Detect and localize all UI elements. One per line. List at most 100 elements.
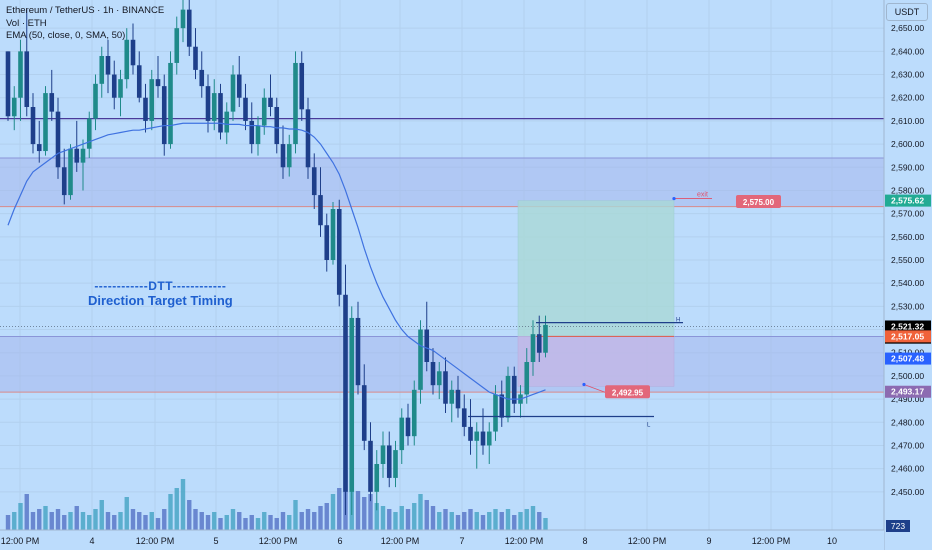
candle-body[interactable] — [255, 125, 261, 145]
candle-body[interactable] — [399, 417, 405, 451]
candle-body[interactable] — [243, 97, 248, 121]
candle-body[interactable] — [349, 317, 355, 492]
candle-body[interactable] — [324, 225, 330, 260]
candle-body[interactable] — [80, 148, 86, 163]
candle-body[interactable] — [143, 97, 148, 121]
candle-body[interactable] — [43, 93, 48, 152]
supply-demand-zone[interactable] — [0, 336, 884, 393]
candle-body[interactable] — [18, 51, 23, 98]
exit-price-badge[interactable] — [736, 195, 781, 209]
candle-body[interactable] — [405, 417, 411, 437]
candle-body[interactable] — [124, 39, 130, 80]
candle-body[interactable] — [99, 56, 105, 84]
candle-body[interactable] — [149, 79, 155, 121]
candle-body[interactable] — [61, 167, 67, 196]
candle-body[interactable] — [261, 97, 267, 126]
candle-body[interactable] — [186, 9, 192, 47]
candle-body[interactable] — [486, 431, 492, 446]
candle-body[interactable] — [543, 324, 548, 353]
stop-price-badge[interactable] — [605, 385, 650, 399]
candle-body[interactable] — [530, 334, 536, 362]
candle-body[interactable] — [343, 294, 348, 492]
candle-body[interactable] — [249, 120, 255, 145]
candle-body[interactable] — [205, 86, 211, 121]
candle-body[interactable] — [130, 39, 136, 66]
candle-body[interactable] — [268, 97, 273, 107]
candle-body[interactable] — [505, 375, 511, 418]
price-axis[interactable] — [884, 0, 932, 550]
candle-body[interactable] — [436, 371, 442, 386]
candle-body[interactable] — [93, 83, 98, 119]
volume-indicator-label[interactable]: Vol · ETH — [6, 17, 47, 29]
candle-body[interactable] — [443, 371, 448, 404]
candle-body[interactable] — [136, 65, 142, 98]
candle-body[interactable] — [193, 46, 198, 70]
candle-body[interactable] — [211, 93, 217, 121]
candle-body[interactable] — [311, 167, 317, 196]
candle-body[interactable] — [355, 317, 361, 386]
symbol-title[interactable]: Ethereum / TetherUS · 1h · BINANCE — [6, 5, 165, 16]
position-target-area[interactable] — [517, 200, 675, 337]
candle-body[interactable] — [155, 79, 161, 87]
candle-body[interactable] — [286, 144, 292, 168]
candle-body[interactable] — [430, 362, 436, 386]
candle-body[interactable] — [511, 375, 517, 404]
candle-body[interactable] — [236, 74, 242, 98]
candle-body[interactable] — [336, 209, 342, 295]
candle-body[interactable] — [424, 329, 430, 362]
candle-body[interactable] — [55, 111, 61, 168]
candle-body[interactable] — [74, 148, 80, 163]
candle-body[interactable] — [493, 394, 498, 432]
candle-body[interactable] — [218, 93, 223, 133]
candle-body[interactable] — [111, 74, 117, 98]
candle-body[interactable] — [480, 431, 486, 446]
candle-body[interactable] — [380, 445, 386, 464]
candle-body[interactable] — [361, 385, 367, 441]
time-axis[interactable] — [0, 530, 884, 550]
candle-body[interactable] — [105, 56, 111, 75]
candle-body[interactable] — [524, 362, 530, 395]
candle-body[interactable] — [224, 111, 230, 133]
candle-body[interactable] — [68, 148, 73, 196]
candle-body[interactable] — [299, 62, 305, 110]
candle-body[interactable] — [118, 79, 123, 98]
candle-body[interactable] — [468, 426, 473, 441]
candle-body[interactable] — [418, 329, 423, 390]
candle-body[interactable] — [11, 97, 17, 117]
candle-body[interactable] — [474, 431, 480, 441]
candle-body[interactable] — [455, 389, 461, 409]
candle-body[interactable] — [280, 144, 286, 168]
candle-body[interactable] — [174, 28, 180, 63]
candle-body[interactable] — [305, 109, 311, 168]
candle-body[interactable] — [86, 118, 92, 149]
candle-body[interactable] — [411, 389, 417, 437]
candle-body[interactable] — [180, 9, 186, 29]
candle-body[interactable] — [318, 195, 323, 226]
ema-line[interactable] — [7, 122, 546, 400]
candle-body[interactable] — [374, 464, 380, 492]
candle-body[interactable] — [24, 51, 30, 107]
price-tick-label: 2,550.00 — [891, 255, 924, 265]
ema-indicator-label[interactable]: EMA (50, close, 0, SMA, 50) — [6, 30, 126, 41]
candle-body[interactable] — [368, 440, 373, 492]
candle-body[interactable] — [36, 144, 42, 152]
candle-body[interactable] — [461, 408, 467, 427]
candle-body[interactable] — [49, 93, 55, 112]
currency-button[interactable]: USDT — [886, 3, 928, 21]
candle-body[interactable] — [499, 394, 505, 418]
candle-body[interactable] — [161, 86, 167, 145]
candle-body[interactable] — [393, 450, 398, 478]
candle-body[interactable] — [5, 51, 11, 117]
candle-body[interactable] — [449, 389, 455, 404]
candle-body[interactable] — [30, 107, 36, 145]
candle-body[interactable] — [168, 62, 173, 145]
candle-body[interactable] — [274, 107, 280, 145]
candle-body[interactable] — [536, 334, 542, 353]
candle-body[interactable] — [330, 209, 336, 260]
candle-body[interactable] — [230, 74, 236, 112]
candle-body[interactable] — [199, 69, 205, 87]
candle-body[interactable] — [293, 62, 298, 145]
candle-body[interactable] — [386, 445, 392, 478]
